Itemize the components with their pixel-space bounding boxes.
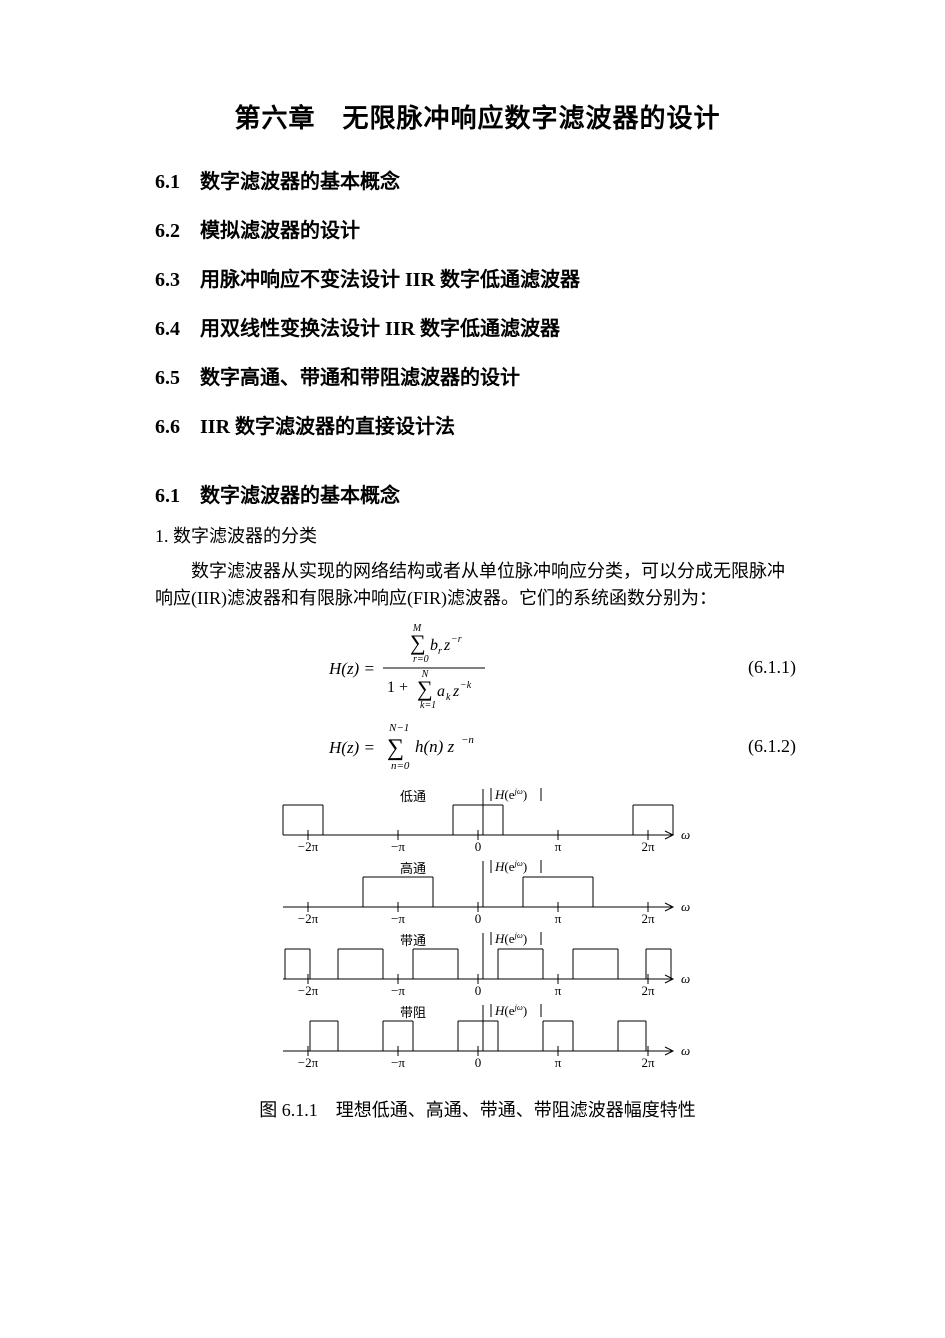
svg-text:低通: 低通 (399, 789, 425, 804)
svg-text:−2π: −2π (297, 983, 318, 998)
subsection-head: 1. 数字滤波器的分类 (155, 522, 800, 548)
svg-text:ω: ω (681, 827, 690, 842)
svg-text:n=0: n=0 (391, 760, 410, 772)
filter-response-figure: 低通 H(ejω) −2π −π 0 π 2π ω 高通 H(ejω) −2π −π 0 π 2π ω 带通 H(… (263, 779, 693, 1073)
equation-6-1-1: H(z) =∑Mr=0brz−r1 +∑Nk=1akz−k (325, 620, 716, 715)
svg-text:带通: 带通 (399, 933, 425, 948)
chapter-title: 第六章 无限脉冲响应数字滤波器的设计 (155, 98, 800, 135)
svg-text:H(z) =: H(z) = (328, 659, 375, 678)
svg-text:k=1: k=1 (420, 700, 436, 711)
svg-text:π: π (554, 911, 561, 926)
svg-text:0: 0 (474, 1055, 481, 1070)
svg-text:ω: ω (681, 971, 690, 986)
svg-text:0: 0 (474, 983, 481, 998)
toc-num: 6.5 (155, 367, 195, 390)
svg-text:1 +: 1 + (387, 679, 408, 696)
toc-item: 6.4 用双线性变换法设计 IIR 数字低通滤波器 (155, 302, 800, 351)
toc-title: IIR 数字滤波器的直接设计法 (200, 416, 455, 438)
svg-text:z: z (443, 637, 451, 654)
toc-title: 用脉冲响应不变法设计 IIR 数字低通滤波器 (200, 269, 580, 291)
svg-text:ω: ω (681, 1043, 690, 1058)
svg-text:h(n) z: h(n) z (415, 737, 455, 756)
equation-svg: H(z) =∑Mr=0brz−r1 +∑Nk=1akz−k (325, 620, 495, 715)
section-num: 6.1 (155, 485, 195, 508)
toc-item: 6.1 数字滤波器的基本概念 (155, 155, 800, 204)
figure-caption: 图 6.1.1 理想低通、高通、带通、带阻滤波器幅度特性 (155, 1096, 800, 1122)
svg-text:N: N (421, 669, 430, 680)
svg-text:0: 0 (474, 839, 481, 854)
svg-text:ω: ω (681, 899, 690, 914)
svg-text:∑: ∑ (387, 735, 404, 761)
equation-number: (6.1.1) (716, 657, 800, 678)
equation-row: H(z) =∑Mr=0brz−r1 +∑Nk=1akz−k (6.1.1) (155, 620, 800, 715)
svg-text:r: r (438, 646, 442, 657)
equation-number: (6.1.2) (716, 736, 800, 757)
toc-num: 6.3 (155, 269, 195, 292)
svg-text:2π: 2π (641, 983, 655, 998)
svg-text:带阻: 带阻 (399, 1005, 425, 1020)
svg-text:M: M (412, 623, 422, 634)
svg-text:−n: −n (461, 734, 474, 746)
toc-num: 6.2 (155, 220, 195, 243)
toc-num: 6.4 (155, 318, 195, 341)
svg-text:−2π: −2π (297, 911, 318, 926)
toc-title: 用双线性变换法设计 IIR 数字低通滤波器 (200, 318, 560, 340)
svg-text:高通: 高通 (399, 861, 425, 876)
svg-text:π: π (554, 983, 561, 998)
section-head: 6.1 数字滤波器的基本概念 (155, 479, 800, 508)
toc: 6.1 数字滤波器的基本概念 6.2 模拟滤波器的设计 6.3 用脉冲响应不变法… (155, 155, 800, 449)
svg-text:H(ejω): H(ejω) (494, 858, 527, 874)
svg-text:a: a (437, 683, 445, 700)
toc-num: 6.1 (155, 171, 195, 194)
toc-title: 数字高通、带通和带阻滤波器的设计 (200, 367, 520, 389)
svg-text:2π: 2π (641, 839, 655, 854)
toc-item: 6.6 IIR 数字滤波器的直接设计法 (155, 400, 800, 449)
svg-text:b: b (430, 637, 438, 654)
section-title: 数字滤波器的基本概念 (200, 485, 400, 507)
svg-text:−k: −k (460, 680, 472, 691)
svg-text:2π: 2π (641, 911, 655, 926)
svg-text:N−1: N−1 (388, 722, 409, 734)
page: 第六章 无限脉冲响应数字滤波器的设计 6.1 数字滤波器的基本概念 6.2 模拟… (0, 0, 945, 1338)
svg-text:H(ejω): H(ejω) (494, 786, 527, 802)
svg-text:π: π (554, 1055, 561, 1070)
svg-text:z: z (452, 683, 460, 700)
equation-6-1-2: H(z) = ∑N−1 n=0 h(n) z −n (325, 719, 716, 773)
toc-title: 模拟滤波器的设计 (200, 220, 360, 242)
svg-text:r=0: r=0 (413, 654, 429, 665)
paragraph: 数字滤波器从实现的网络结构或者从单位脉冲响应分类，可以分成无限脉冲响应(IIR)… (155, 558, 800, 612)
toc-num: 6.6 (155, 416, 195, 439)
equation-row: H(z) = ∑N−1 n=0 h(n) z −n (6.1.2) (155, 719, 800, 773)
svg-text:H(ejω): H(ejω) (494, 930, 527, 946)
svg-text:H(z) =: H(z) = (328, 738, 375, 757)
figure-6-1-1: 低通 H(ejω) −2π −π 0 π 2π ω 高通 H(ejω) −2π −π 0 π 2π ω 带通 H(… (155, 779, 800, 1078)
svg-text:0: 0 (474, 911, 481, 926)
svg-text:k: k (446, 692, 451, 703)
svg-text:−r: −r (451, 634, 462, 645)
toc-title: 数字滤波器的基本概念 (200, 171, 400, 193)
equation-svg: H(z) = ∑N−1 n=0 h(n) z −n (325, 719, 525, 773)
svg-text:−π: −π (391, 1055, 405, 1070)
svg-text:π: π (554, 839, 561, 854)
svg-text:−2π: −2π (297, 839, 318, 854)
svg-text:−π: −π (391, 911, 405, 926)
toc-item: 6.5 数字高通、带通和带阻滤波器的设计 (155, 351, 800, 400)
toc-item: 6.3 用脉冲响应不变法设计 IIR 数字低通滤波器 (155, 253, 800, 302)
svg-text:−2π: −2π (297, 1055, 318, 1070)
svg-text:2π: 2π (641, 1055, 655, 1070)
toc-item: 6.2 模拟滤波器的设计 (155, 204, 800, 253)
svg-text:H(ejω): H(ejω) (494, 1002, 527, 1018)
svg-text:−π: −π (391, 839, 405, 854)
svg-text:−π: −π (391, 983, 405, 998)
